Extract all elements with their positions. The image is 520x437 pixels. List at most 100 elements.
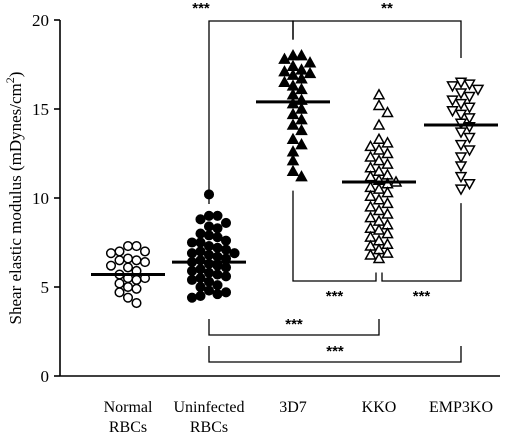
y-tick-label: 10 (32, 189, 49, 208)
data-point (186, 265, 198, 277)
data-point (295, 102, 308, 114)
category-label: Normal (104, 399, 153, 416)
y-tick-label: 20 (32, 11, 49, 30)
data-point (212, 280, 223, 291)
data-point (186, 274, 198, 285)
data-point (122, 292, 134, 303)
data-point (286, 154, 300, 166)
data-point (114, 246, 125, 257)
data-point (203, 285, 215, 296)
data-point (295, 113, 308, 125)
y-axis-label-superscript: 2 (3, 77, 17, 83)
significance-label: *** (326, 343, 344, 360)
data-point (295, 170, 308, 182)
data-point (381, 157, 394, 169)
data-point (364, 211, 377, 223)
data-point (372, 223, 386, 235)
significance-bracket (208, 346, 462, 363)
data-point (303, 66, 317, 79)
data-point (381, 186, 394, 198)
data-point (372, 98, 386, 111)
data-point (372, 251, 386, 264)
data-point (195, 237, 206, 248)
data-point (122, 253, 134, 264)
data-point (463, 132, 476, 145)
category-label: KKO (362, 399, 397, 416)
category-label-line2: RBCs (190, 419, 228, 436)
significance-bracket (208, 20, 294, 204)
data-point (381, 196, 394, 209)
data-point (131, 283, 142, 294)
data-point (212, 289, 223, 300)
data-point (372, 182, 386, 194)
y-axis-label: Shear elastic modulus (mDynes/cm2) (3, 72, 25, 325)
data-point (372, 118, 386, 130)
data-point (372, 88, 386, 100)
data-point (295, 138, 308, 150)
y-ticks: 0 5 10 15 20 (32, 11, 60, 386)
data-point (220, 287, 232, 298)
data-point (203, 267, 215, 278)
significance-label: *** (285, 316, 303, 333)
data-point (122, 281, 134, 293)
data-point (212, 251, 223, 262)
data-point (446, 81, 459, 93)
data-point (463, 113, 476, 125)
data-point (278, 75, 291, 88)
data-point (139, 246, 151, 257)
significance-bracket (292, 20, 462, 58)
y-axis-label-close: ) (6, 72, 25, 78)
data-point (463, 179, 476, 191)
data-point (203, 249, 215, 261)
data-point (131, 255, 142, 266)
data-point (381, 246, 394, 258)
data-point (203, 230, 215, 241)
data-point (195, 214, 206, 225)
data-point (220, 271, 232, 282)
data-point (372, 154, 386, 166)
data-point (364, 150, 377, 162)
data-point (463, 102, 476, 114)
data-point (381, 146, 394, 159)
significance-label: *** (192, 0, 210, 17)
data-point (220, 262, 232, 273)
data-point (139, 257, 151, 268)
data-point (203, 276, 215, 287)
data-point (454, 184, 468, 196)
data-point (195, 246, 206, 257)
mean-lines (91, 100, 498, 277)
data-point (286, 49, 300, 61)
data-point (446, 106, 459, 118)
data-point (278, 52, 291, 64)
data-point (203, 221, 215, 232)
data-point (114, 255, 125, 266)
data-point (122, 241, 134, 252)
data-point (454, 88, 468, 100)
significance-label: *** (413, 288, 431, 305)
data-point (286, 68, 300, 80)
data-point (278, 65, 291, 77)
data-point (212, 223, 223, 234)
data-point (195, 273, 206, 284)
data-point (364, 189, 377, 201)
data-point (446, 95, 459, 107)
data-point (303, 56, 317, 68)
data-point (381, 227, 394, 239)
data-point (454, 77, 468, 89)
data-point (454, 127, 468, 139)
data-point (454, 152, 468, 164)
data-point (220, 235, 232, 246)
category-label: Uninfected (173, 399, 244, 416)
data-point (195, 228, 206, 239)
data-point (195, 264, 206, 275)
data-point (203, 210, 215, 221)
data-point (463, 79, 476, 91)
y-tick-label: 0 (41, 367, 50, 386)
data-point (454, 139, 468, 152)
significance-bracket (208, 319, 380, 336)
data-point (364, 200, 377, 212)
data-point (454, 109, 468, 121)
data-point (186, 292, 198, 303)
data-point (131, 274, 142, 285)
data-point (454, 171, 468, 184)
